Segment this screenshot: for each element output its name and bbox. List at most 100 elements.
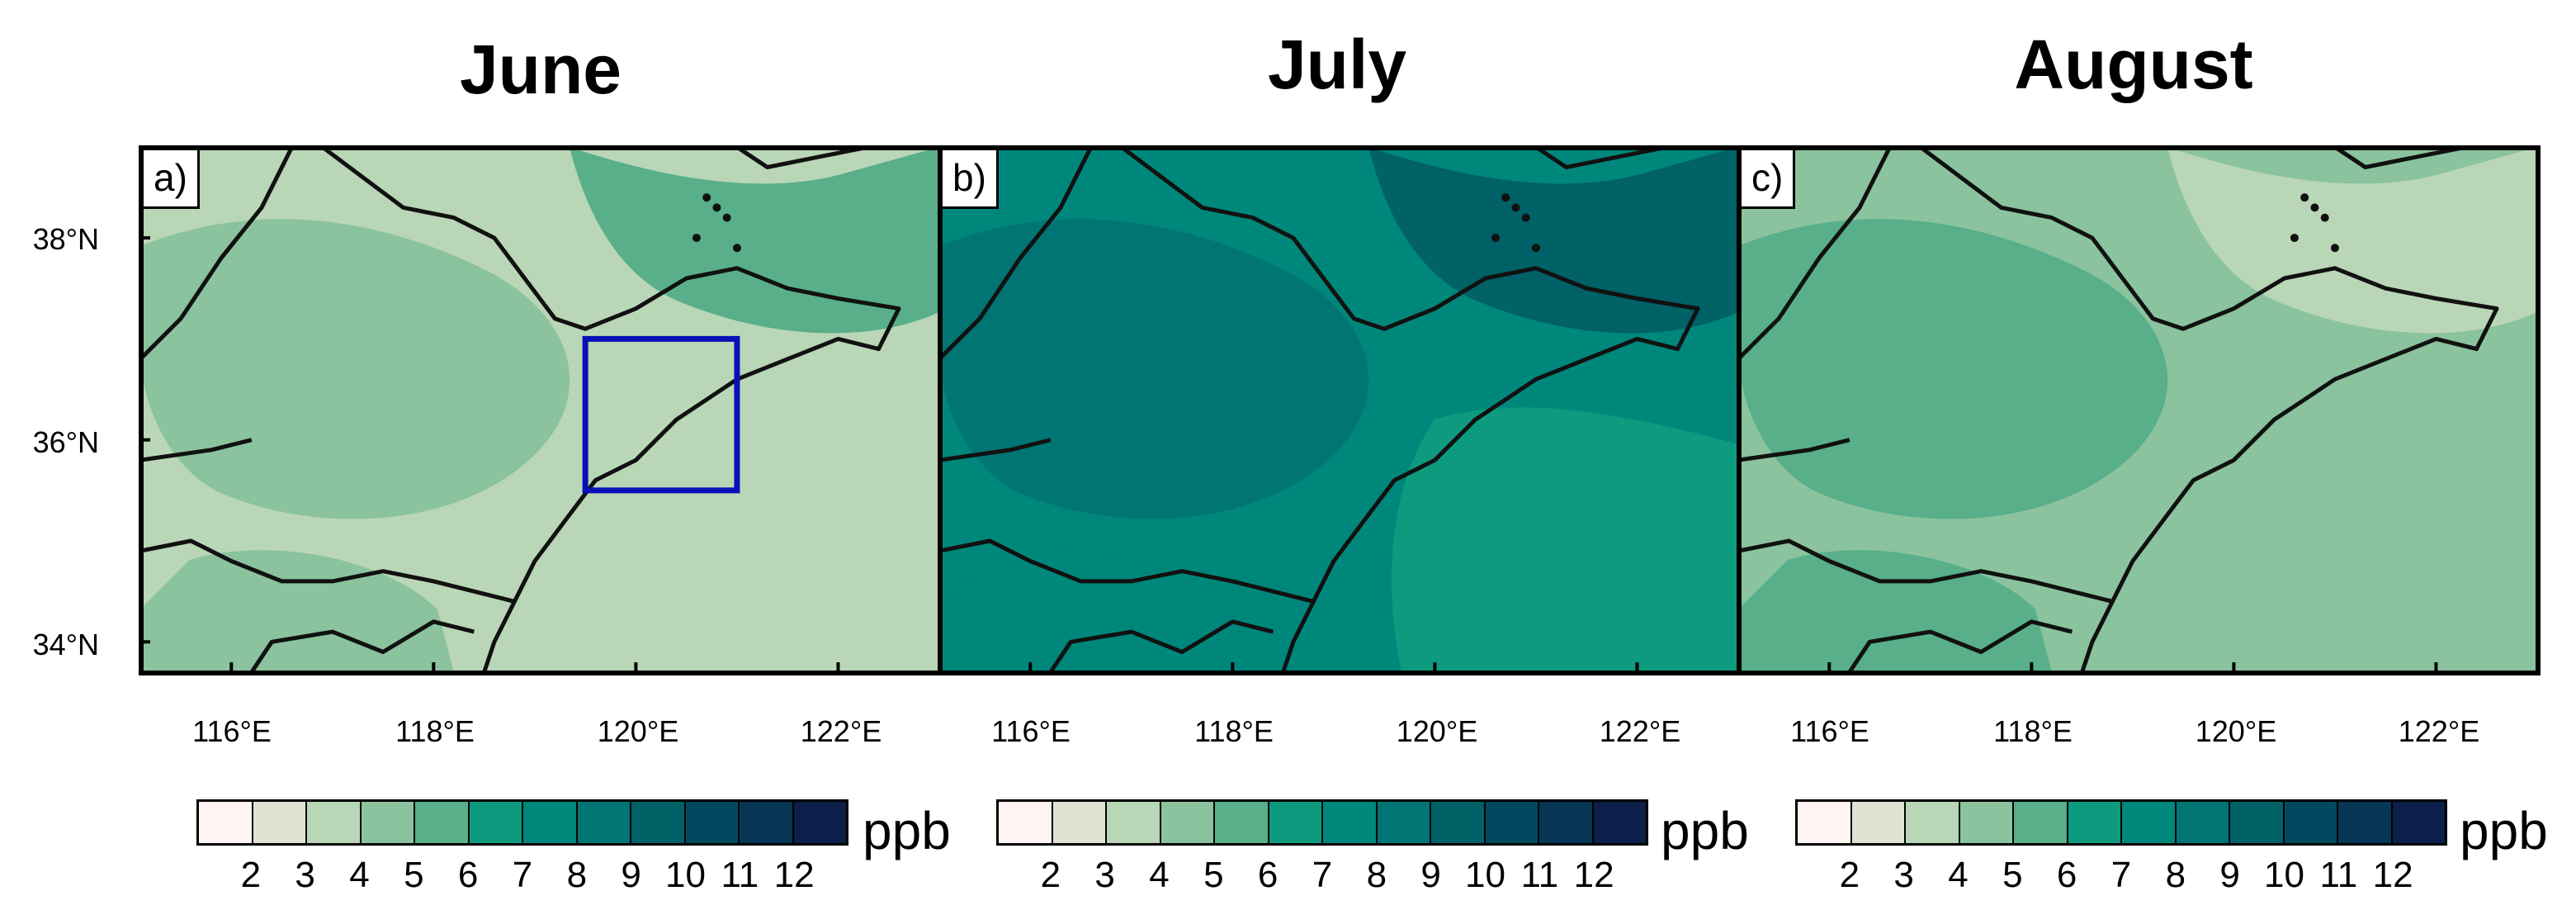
colorbar-swatch: [1215, 802, 1269, 843]
lon-label-116e: 116°E: [192, 714, 272, 748]
lon-label-122e: 122°E: [1599, 714, 1681, 748]
coastline: [1738, 538, 2114, 604]
colorbar-tick-label: 3: [295, 855, 315, 895]
colorbar-swatch: [1160, 802, 1215, 843]
lon-label-122e: 122°E: [2398, 714, 2480, 748]
coastline: [1919, 147, 2499, 672]
colorbar-tick-label: 9: [621, 855, 641, 895]
panel-label-a: a): [144, 150, 200, 209]
colorbar-tick-label: 3: [1893, 855, 1914, 895]
coastline: [2333, 147, 2467, 169]
coastline: [1120, 147, 1700, 672]
colorbar-tick-label: 12: [773, 855, 815, 895]
colorbar-tick-label: 8: [566, 855, 588, 895]
colorbar-swatch: [2392, 802, 2445, 843]
lon-label-122e: 122°E: [800, 714, 882, 748]
panel-title-august: August: [2014, 26, 2253, 103]
contour-zone: [140, 219, 570, 519]
colorbar-tick-label: 4: [1149, 855, 1170, 895]
colorbar-tick-label: 10: [1465, 855, 1505, 895]
coastline: [321, 147, 901, 672]
coastline: [249, 619, 475, 672]
island-marker: [1511, 203, 1520, 212]
colorbar-june: [196, 799, 848, 846]
colorbar-swatch: [1377, 802, 1431, 843]
map-panel-july: [939, 147, 1738, 672]
island-marker: [2320, 213, 2329, 222]
colorbar-swatch: [1107, 802, 1161, 843]
colorbar-tick-label: 10: [2264, 855, 2304, 895]
contour-zone: [2167, 147, 2537, 334]
colorbar-tick-label: 8: [2165, 855, 2186, 895]
contour-zone: [939, 550, 1253, 672]
colorbar-tick-label: 11: [721, 855, 759, 895]
map-panel-june: [140, 147, 939, 672]
colorbar-swatch: [2338, 802, 2393, 843]
panel-title-july: July: [1267, 26, 1407, 103]
colorbar-unit-july: ppb: [1661, 801, 1749, 860]
lon-label-118e: 118°E: [395, 714, 475, 748]
colorbar-july: [996, 799, 1648, 846]
island-marker: [1491, 234, 1500, 243]
colorbar-tick-label: 7: [512, 855, 533, 895]
lon-label-120e: 120°E: [1396, 714, 1478, 748]
island-marker: [1531, 244, 1540, 253]
colorbar-swatch: [1485, 802, 1539, 843]
lon-label-120e: 120°E: [2195, 714, 2277, 748]
colorbar-swatch: [685, 802, 740, 843]
colorbar-swatch: [1052, 802, 1107, 843]
panel-title-june: June: [459, 31, 622, 108]
contour-zone: [140, 550, 454, 672]
colorbar-swatch: [793, 802, 846, 843]
colorbar-tick-label: 2: [1040, 855, 1061, 895]
coastline: [1738, 147, 1893, 361]
colorbar-tick-label: 3: [1094, 855, 1115, 895]
colorbar-tick-label: 8: [1366, 855, 1387, 895]
lat-label-38n: 38°N: [32, 222, 99, 256]
colorbar-swatch: [999, 802, 1053, 843]
colorbar-swatch: [740, 802, 794, 843]
colorbar-tick-label: 5: [404, 855, 424, 895]
panel-label-b: b): [943, 150, 999, 209]
colorbar-swatch: [1798, 802, 1852, 843]
contour-zone: [1738, 550, 2052, 672]
coastline: [1847, 619, 2073, 672]
coastline: [1534, 147, 1668, 169]
island-marker: [2290, 234, 2299, 243]
contour-zone: [939, 219, 1369, 519]
coastline: [140, 538, 516, 604]
contour-zone: [593, 407, 939, 672]
contour-zone: [1738, 219, 2168, 519]
map-panel-august: [1738, 147, 2537, 672]
island-marker: [2300, 193, 2309, 202]
contour-zone: [1392, 407, 1738, 672]
coastline: [735, 147, 869, 169]
colorbar-swatch: [469, 802, 523, 843]
island-marker: [1501, 193, 1510, 202]
study-area-box: [582, 335, 740, 494]
colorbar-tick-label: 6: [2056, 855, 2077, 895]
coastline: [939, 147, 1094, 361]
island-marker: [712, 203, 721, 212]
island-marker: [732, 244, 741, 253]
colorbar-swatch: [523, 802, 578, 843]
colorbar-tick-label: 11: [1520, 855, 1559, 895]
colorbar-tick-label: 5: [1203, 855, 1224, 895]
colorbar-tick-label: 2: [1839, 855, 1860, 895]
colorbar-tick-label: 2: [240, 855, 262, 895]
colorbar-swatch: [1431, 802, 1486, 843]
coastline: [939, 538, 1315, 604]
colorbar-unit-june: ppb: [863, 801, 951, 860]
lon-label-118e: 118°E: [1993, 714, 2073, 748]
colorbar-tick-label: 9: [2219, 855, 2240, 895]
colorbar-swatch: [1593, 802, 1646, 843]
colorbar-tick-label: 11: [2319, 855, 2358, 895]
colorbar-swatch: [577, 802, 631, 843]
colorbar-swatch: [307, 802, 362, 843]
island-marker: [722, 213, 731, 222]
colorbar-swatch: [2176, 802, 2230, 843]
contour-zone: [1368, 147, 1738, 334]
colorbar-swatch: [2068, 802, 2122, 843]
colorbar-august: [1795, 799, 2447, 846]
coastline: [1738, 438, 1850, 462]
